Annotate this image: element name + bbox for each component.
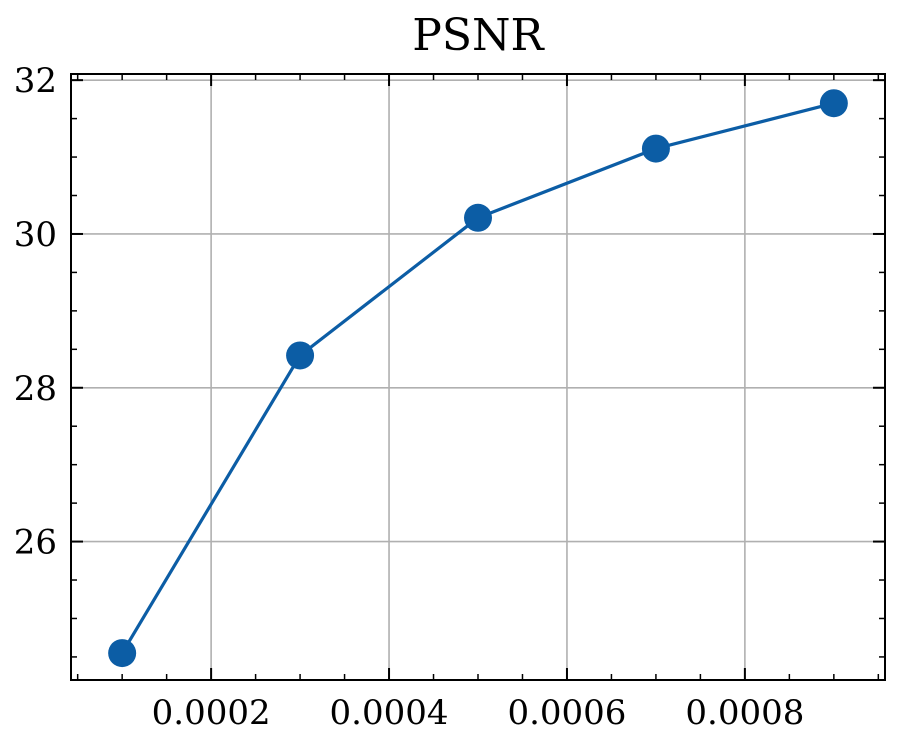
tick-labels: 0.0002 0.0004 0.0006 0.0008 26 28 30 32 (14, 61, 805, 733)
series-line (120, 101, 835, 654)
data-point (464, 203, 492, 232)
series-layer (108, 89, 848, 668)
y-tick-label: 28 (14, 369, 57, 409)
x-tick-label: 0.0002 (152, 693, 271, 733)
data-point (286, 341, 315, 370)
x-tick-label: 0.0004 (330, 693, 449, 733)
y-tick-label: 32 (14, 61, 57, 101)
x-tick-label: 0.0006 (507, 693, 626, 733)
plot-frame (70, 73, 886, 681)
data-point (819, 89, 848, 118)
axes (70, 73, 886, 681)
data-point (641, 134, 670, 163)
chart-title: PSNR (412, 10, 545, 61)
y-tick-label: 30 (14, 215, 57, 255)
data-point (108, 639, 137, 668)
y-tick-label: 26 (14, 523, 57, 563)
grid (71, 74, 885, 680)
x-tick-label: 0.0008 (685, 693, 804, 733)
